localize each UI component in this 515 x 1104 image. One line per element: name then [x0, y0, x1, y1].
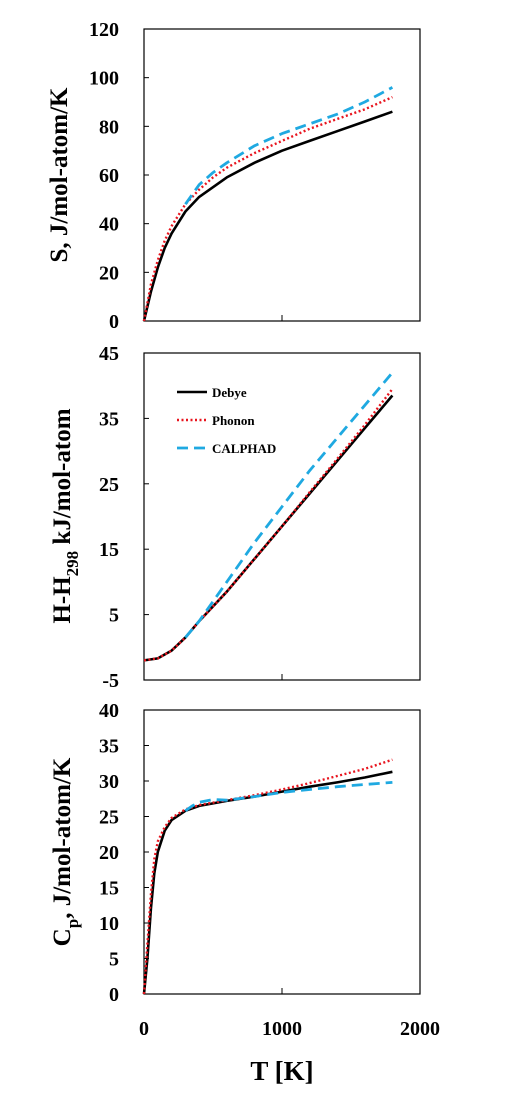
- y-tick-label: 5: [109, 605, 119, 627]
- y-axis-label-enthalpy: H-H298 kJ/mol-atom: [49, 408, 82, 623]
- y-tick-label: -5: [102, 670, 119, 692]
- y-axis-label-heat-capacity: Cp, J/mol-atom/K: [49, 757, 82, 946]
- series-line-debye-heat-capacity: [142, 770, 393, 995]
- y-tick-label: 40: [99, 700, 119, 722]
- y-tick-label: 45: [99, 343, 119, 365]
- y-tick-label: 20: [99, 842, 119, 864]
- x-tick-label: 2000: [400, 1018, 440, 1040]
- y-tick-label: 20: [99, 262, 119, 284]
- legend-label-calphad: CALPHAD: [212, 441, 276, 456]
- plot-area-entropy: [143, 28, 421, 322]
- y-tick-label: 10: [99, 913, 119, 935]
- y-axis-label-cp-rest: , J/mol-atom/K: [49, 757, 76, 919]
- y-ticks-enthalpy: -5 5 15 25 35 45: [99, 343, 283, 692]
- series-line-debye-entropy: [142, 110, 393, 322]
- y-tick-label: 40: [99, 214, 119, 236]
- legend-label-phonon: Phonon: [212, 413, 255, 428]
- series-enthalpy: [143, 371, 394, 662]
- y-ticks-entropy: 0 20 40 60 80 100 120: [89, 19, 283, 333]
- y-tick-label: 5: [109, 949, 119, 971]
- series-line-phonon-enthalpy: [143, 388, 394, 662]
- plot-area-heat-capacity: [143, 709, 421, 995]
- series-line-debye-enthalpy: [143, 394, 394, 662]
- series-line-phonon-entropy: [142, 96, 393, 322]
- y-tick-label: 35: [99, 408, 119, 430]
- y-tick-label: 60: [99, 165, 119, 187]
- y-tick-label: 15: [99, 878, 119, 900]
- plot-area-enthalpy: [143, 352, 421, 681]
- y-tick-label: 0: [109, 311, 119, 333]
- x-axis-label: T [K]: [250, 1056, 313, 1086]
- y-tick-label: 80: [99, 116, 119, 138]
- series-heat-capacity: [142, 758, 393, 995]
- y-tick-label: 15: [99, 539, 119, 561]
- legend-label-debye: Debye: [212, 385, 247, 400]
- series-line-calphad-enthalpy: [184, 371, 394, 639]
- series-entropy: [142, 86, 394, 322]
- y-tick-label: 25: [99, 807, 119, 829]
- y-axis-label-entropy: S, J/mol-atom/K: [46, 87, 73, 263]
- series-line-calphad-entropy: [184, 86, 394, 206]
- legend: Debye Phonon CALPHAD: [177, 385, 276, 456]
- y-tick-label: 35: [99, 736, 119, 758]
- y-axis-label-enthalpy-sub: 298: [63, 551, 82, 577]
- panel-heat-capacity: 0 5 10 15 20 25 30 35 40 0 1000 2000 Cp, J/mol-ato…: [49, 700, 440, 1086]
- x-tick-label: 1000: [262, 1018, 302, 1040]
- x-ticks-heat-capacity: 0 1000 2000: [139, 1018, 440, 1040]
- y-tick-label: 0: [109, 984, 119, 1006]
- y-tick-label: 25: [99, 474, 119, 496]
- y-axis-label-enthalpy-rest: kJ/mol-atom: [49, 408, 76, 551]
- panel-entropy: 0 20 40 60 80 100 120 S, J/mol-atom/K: [46, 19, 421, 333]
- y-tick-label: 120: [89, 19, 119, 41]
- y-tick-label: 30: [99, 771, 119, 793]
- x-tick-label: 0: [139, 1018, 149, 1040]
- y-axis-label-enthalpy-main: H-H: [49, 576, 76, 624]
- y-ticks-heat-capacity: 0 5 10 15 20 25 30 35 40: [99, 700, 283, 1006]
- y-tick-label: 100: [89, 68, 119, 90]
- panel-enthalpy: -5 5 15 25 35 45 H-H298 kJ/mol-atom Debye Pho…: [49, 343, 421, 692]
- series-line-calphad-heat-capacity: [184, 781, 393, 812]
- y-axis-label-cp-main: C: [49, 928, 76, 946]
- y-axis-label-cp-sub: p: [63, 919, 82, 928]
